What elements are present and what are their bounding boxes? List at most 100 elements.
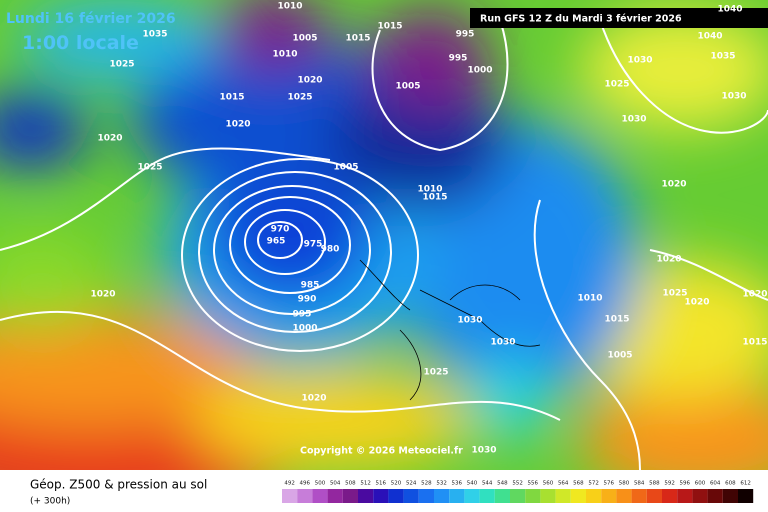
scale-swatch (297, 489, 313, 503)
scale-swatch (707, 489, 723, 503)
scale-swatch (738, 489, 754, 503)
scale-label: 576 (604, 481, 615, 487)
isobar-label: 995 (456, 30, 475, 40)
footer-title: Géop. Z500 & pression au sol (30, 478, 207, 492)
isobar-label: 1025 (423, 368, 448, 378)
isobar-label: 1030 (627, 56, 652, 66)
isobar-label: 1020 (742, 290, 767, 300)
scale-swatch (494, 489, 510, 503)
isobar-label: 1025 (604, 80, 629, 90)
scale-swatch (403, 489, 419, 503)
scale-label: 508 (345, 481, 356, 487)
isobar-label: 965 (267, 237, 286, 247)
scale-swatch (662, 489, 678, 503)
scale-swatch (586, 489, 602, 503)
isobar-label: 1015 (604, 315, 629, 325)
run: Run GFS 12 Z du Mardi 3 février 2026 (480, 14, 682, 25)
scale-swatch (418, 489, 434, 503)
scale-swatch (510, 489, 526, 503)
local-time: 1:00 locale (22, 32, 139, 54)
scale-label: 532 (436, 481, 447, 487)
isobar-label: 1030 (621, 115, 646, 125)
scale-swatch (631, 489, 647, 503)
scale-swatch (327, 489, 343, 503)
isobar-label: 1035 (142, 30, 167, 40)
scale-label: 528 (421, 481, 432, 487)
isobar-label: 1015 (219, 93, 244, 103)
isobar-label: 980 (321, 245, 340, 255)
scale-swatch (358, 489, 374, 503)
scale-label: 544 (482, 481, 493, 487)
isobar-label: 1025 (662, 289, 687, 299)
isobar-label: 1025 (137, 163, 162, 173)
isobar-label: 1030 (471, 446, 496, 456)
isobar-label: 995 (293, 310, 312, 320)
scale-swatch (601, 489, 617, 503)
scale-label: 608 (725, 481, 736, 487)
isobar-label: 1025 (287, 93, 312, 103)
scale-swatch (616, 489, 632, 503)
isobar-label: 1000 (467, 66, 492, 76)
scale-label: 596 (680, 481, 691, 487)
scale-label: 524 (406, 481, 417, 487)
scale-swatch (434, 489, 450, 503)
scale-swatch (555, 489, 571, 503)
scale-label: 504 (330, 481, 341, 487)
isobar-label: 1010 (577, 294, 602, 304)
date: Lundi 16 février 2026 (6, 11, 176, 27)
scale-label: 552 (512, 481, 523, 487)
scale-label: 556 (528, 481, 539, 487)
isobar-label: 1010 (272, 50, 297, 60)
isobar-label: 1040 (717, 5, 742, 15)
isobar-label: 1015 (742, 338, 767, 348)
isobar-label: 990 (298, 295, 317, 305)
isobar-label: 1005 (333, 163, 358, 173)
scale-swatch (646, 489, 662, 503)
isobar-label: 1015 (377, 22, 402, 32)
isobar-label: 1020 (90, 290, 115, 300)
scale-swatch (570, 489, 586, 503)
scale-label: 500 (315, 481, 326, 487)
scale-swatch (692, 489, 708, 503)
scale-swatch (388, 489, 404, 503)
scale-label: 592 (664, 481, 675, 487)
isobar-labels: 1010 1035 1025 1005 1015 1015 1010 1020 1025 1015… (90, 2, 767, 456)
isobar-label: 970 (271, 225, 290, 235)
scale-label: 600 (695, 481, 706, 487)
isobar-label: 1020 (656, 255, 681, 265)
scale-swatch (342, 489, 358, 503)
footer-lead: (+ 300h) (30, 497, 70, 507)
scale-swatch (525, 489, 541, 503)
isobar-label: 975 (304, 240, 323, 250)
scale-label: 564 (558, 481, 569, 487)
scale-swatch (722, 489, 738, 503)
isobar-label: 1025 (109, 60, 134, 70)
scale-swatch (282, 489, 298, 503)
color-scale: 492 496 500 504 508 512 516 520 524 528 532 536 540 5… (282, 481, 754, 503)
scale-label: 516 (376, 481, 387, 487)
scale-label: 536 (452, 481, 463, 487)
isobar-label: 1015 (345, 34, 370, 44)
isobar-label: 1015 (422, 193, 447, 203)
scale-label: 588 (649, 481, 660, 487)
scale-swatch (540, 489, 556, 503)
isobar-label: 1030 (457, 316, 482, 326)
isobar-label: 1030 (721, 92, 746, 102)
isobar-label: 1040 (697, 32, 722, 42)
copyright: Copyright © 2026 Meteociel.fr (300, 446, 463, 457)
isobar-label: 1005 (292, 34, 317, 44)
isobar-label: 1020 (297, 76, 322, 86)
isobar-label: 985 (301, 281, 320, 291)
scale-label: 512 (360, 481, 371, 487)
scale-swatch (677, 489, 693, 503)
scale-swatch (449, 489, 465, 503)
isobar-label: 1020 (225, 120, 250, 130)
scale-swatch (312, 489, 328, 503)
scale-label: 612 (740, 481, 751, 487)
run-box (470, 8, 768, 28)
scale-swatch (479, 489, 495, 503)
isobar-label: 1020 (661, 180, 686, 190)
scale-label: 604 (710, 481, 721, 487)
scale-label: 496 (300, 481, 311, 487)
